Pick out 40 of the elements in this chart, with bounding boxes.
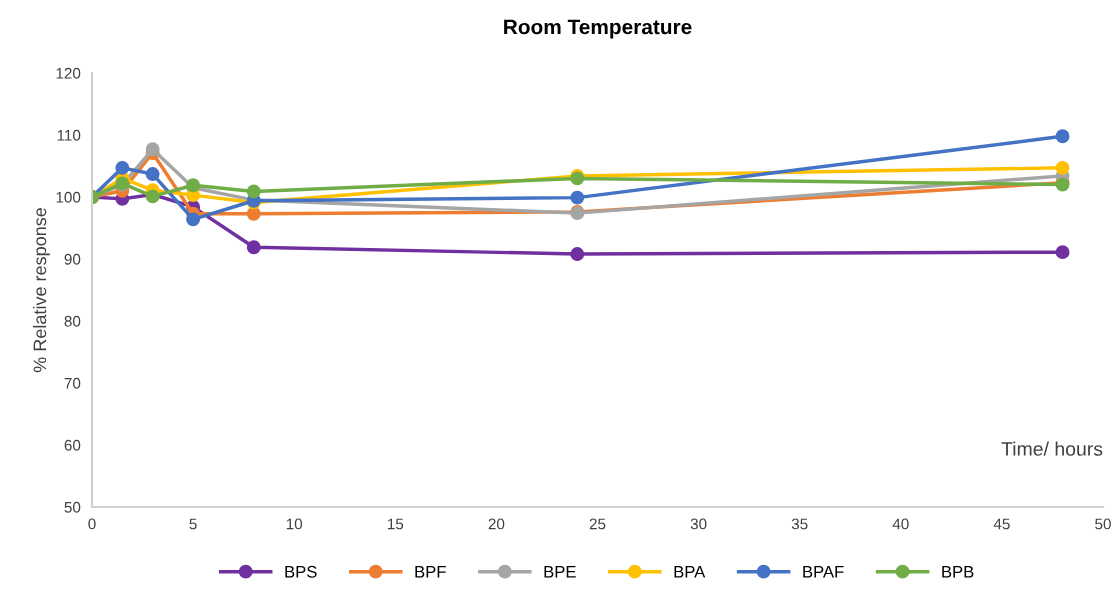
x-tick-label: 50 [1095, 518, 1111, 530]
point [186, 212, 201, 227]
point [115, 160, 130, 175]
y-tick-label: 100 [56, 191, 81, 203]
legend-label: BPF [415, 566, 446, 578]
point [145, 142, 160, 157]
point [1055, 160, 1070, 175]
y-tick-label: 70 [64, 377, 81, 389]
legend-label: BPE [544, 566, 576, 578]
x-tick-label: 25 [589, 518, 606, 530]
point [1055, 129, 1070, 144]
y-axis-title: % Relative response [33, 208, 50, 373]
legend-label: BPAF [803, 566, 844, 578]
x-tick-label: 30 [690, 518, 707, 530]
point [570, 190, 585, 205]
x-tick-label: 40 [892, 518, 909, 530]
point [1055, 245, 1070, 260]
x-tick-label: 35 [791, 518, 808, 530]
y-tick-label: 110 [57, 129, 81, 141]
legend-label: BPS [285, 565, 317, 578]
x-tick-label: 10 [286, 518, 303, 530]
y-tick-label: 60 [64, 439, 81, 451]
y-tick-label: 80 [64, 315, 81, 327]
legend-label: BPB [942, 566, 974, 578]
x-tick-label: 45 [993, 518, 1010, 530]
x-axis-title: Time/ hours [1001, 441, 1103, 456]
y-tick-label: 50 [64, 501, 81, 513]
point [246, 240, 261, 255]
x-tick-label: 15 [387, 518, 404, 530]
x-tick-label: 5 [189, 518, 197, 530]
y-tick-label: 120 [56, 67, 81, 79]
y-tick-label: 90 [64, 253, 81, 265]
x-tick-label: 0 [88, 518, 96, 530]
point [246, 184, 261, 199]
point [145, 167, 160, 182]
legend-label: BPA [674, 566, 706, 578]
chart-title: Room Temperature [504, 19, 692, 39]
point [570, 247, 585, 261]
x-tick-label: 20 [488, 518, 505, 530]
point [246, 206, 261, 221]
